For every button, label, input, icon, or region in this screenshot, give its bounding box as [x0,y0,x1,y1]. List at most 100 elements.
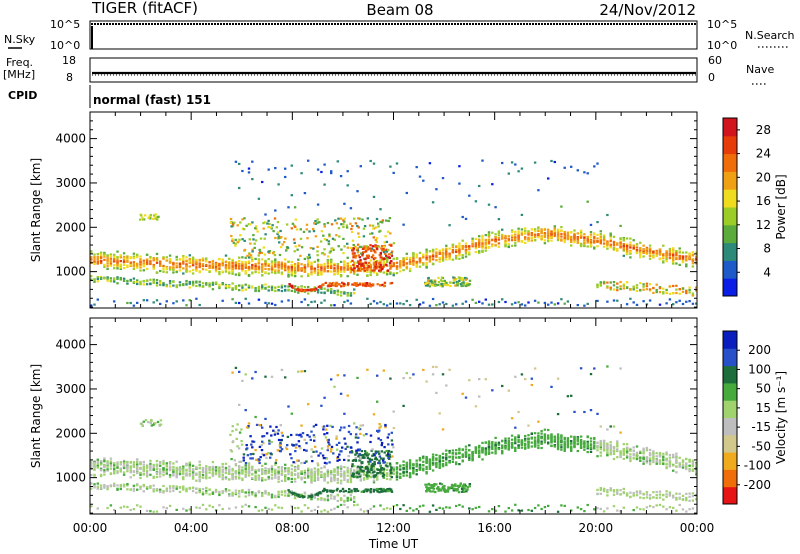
range-cell [238,289,241,292]
range-cell [681,287,685,290]
range-cell [214,268,218,271]
range-cell [596,162,599,165]
range-cell [458,249,461,252]
range-cell [504,239,507,242]
range-cell [468,507,471,510]
range-cell [320,291,323,294]
range-cell [530,377,533,380]
range-cell [563,446,566,449]
range-cell [622,247,625,250]
range-cell [464,249,468,252]
range-cell [547,303,550,306]
range-cell [224,270,228,273]
range-cell [484,234,487,237]
range-cell [461,302,464,305]
range-cell [372,162,376,165]
range-cell [625,244,629,247]
range-cell [346,256,349,259]
range-cell [474,250,478,254]
range-cell [244,256,247,259]
range-cell [261,270,264,273]
range-cell [665,288,668,291]
range-cell [360,263,364,266]
range-cell [602,281,606,284]
range-cell [90,505,93,508]
range-cell [378,284,382,287]
range-cell [259,237,263,240]
range-cell [221,262,224,265]
range-cell [221,270,224,273]
range-cell [389,263,392,266]
range-cell [427,279,430,282]
range-cell [132,277,136,280]
range-cell [221,299,224,302]
range-cell [392,257,395,260]
range-cell [464,245,468,249]
range-cell [293,267,297,270]
range-cell [576,506,579,509]
range-cell [395,261,399,264]
range-cell [188,508,191,511]
range-cell [533,432,537,435]
range-cell [374,256,377,260]
range-cell [198,475,201,479]
range-cell [390,250,394,253]
range-cell [320,498,323,501]
range-cell [384,235,387,238]
range-cell [266,222,269,225]
range-cell [320,267,323,270]
range-cell [464,276,467,280]
range-cell [445,282,448,285]
range-cell [211,471,215,474]
range-cell [313,470,316,473]
range-cell [126,260,129,263]
range-cell [478,451,481,454]
range-cell [96,487,99,490]
range-cell [162,257,165,260]
range-cell [139,280,142,283]
range-cell [330,290,333,293]
range-cell [376,260,379,263]
range-cell [648,283,652,286]
range-cell [560,436,563,439]
range-cell [425,258,428,261]
range-cell [136,466,139,469]
range-cell [431,255,435,258]
range-cell [389,464,392,467]
range-cell [284,467,287,470]
range-cell [136,471,139,474]
range-cell [155,488,159,491]
range-cell [238,492,241,495]
range-cell [392,410,395,413]
range-cell [524,437,527,440]
range-cell [445,253,448,256]
range-cell [358,245,362,249]
range-cell [139,218,142,221]
range-cell [599,230,602,233]
range-cell [280,490,284,493]
range-cell [448,281,452,284]
range-cell [606,281,609,284]
range-cell [497,218,501,221]
range-cell [188,286,191,289]
range-cell [308,256,312,259]
range-cell [333,267,336,270]
range-cell [338,235,341,238]
range-cell [432,284,435,287]
range-cell [596,237,599,240]
range-cell [385,250,388,253]
range-cell [356,249,360,252]
range-cell [648,257,652,260]
range-cell [234,261,238,264]
range-cell [333,292,336,295]
range-cell [132,465,136,468]
range-cell [238,260,241,263]
range-cell [474,245,478,248]
range-cell [129,469,132,473]
range-cell [246,254,249,257]
range-cell [142,463,145,466]
range-cell [99,469,103,472]
range-cell [385,273,389,276]
range-cell [270,302,274,305]
